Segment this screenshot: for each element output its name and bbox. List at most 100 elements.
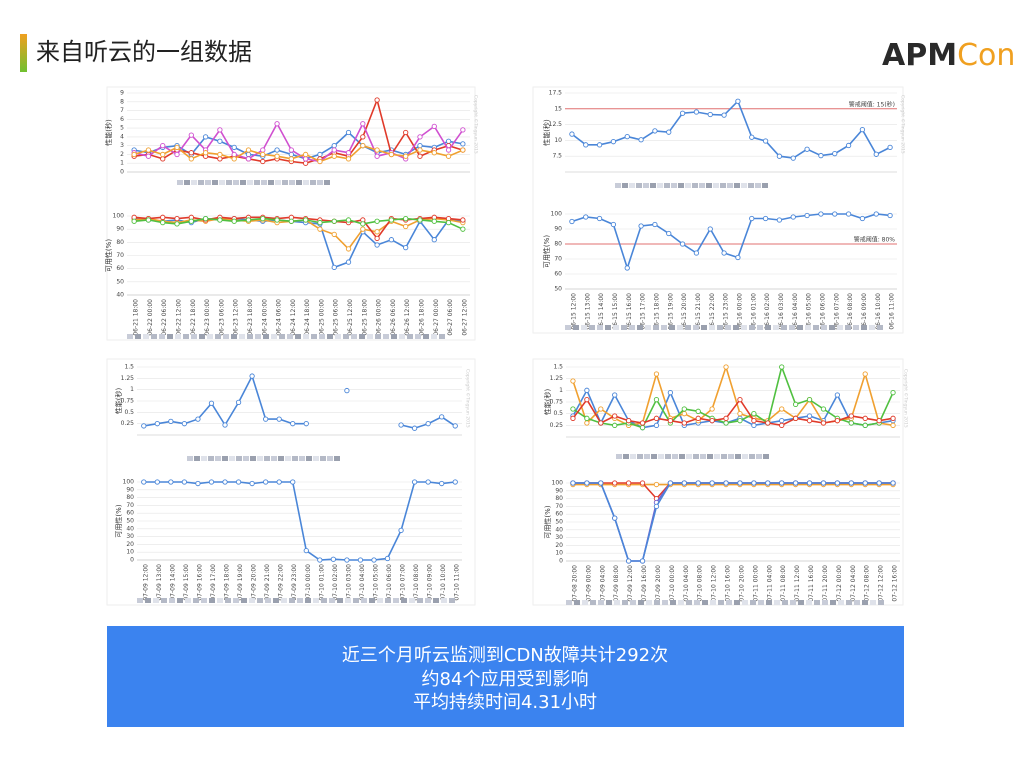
- point: [681, 480, 687, 486]
- point: [431, 123, 437, 130]
- point: [612, 413, 618, 419]
- point: [360, 134, 366, 140]
- legend-pixel: [417, 598, 423, 603]
- x-tick-label: 07-10 08:00: [413, 564, 420, 601]
- x-tick-label: 06-16 03:00: [778, 293, 785, 330]
- point: [818, 211, 824, 217]
- point: [709, 480, 715, 486]
- point: [188, 156, 194, 162]
- legend-blur: [565, 325, 883, 330]
- legend-pixel: [692, 183, 698, 188]
- legend-pixel: [699, 183, 705, 188]
- point: [818, 152, 824, 159]
- legend-pixel: [721, 454, 727, 459]
- point: [345, 156, 352, 162]
- legend-pixel: [622, 600, 628, 605]
- legend-pixel: [199, 334, 205, 339]
- legend-pixel: [854, 600, 860, 605]
- point: [873, 151, 879, 157]
- x-tick-label: 07-09 08:00: [613, 565, 620, 602]
- legend-pixel: [694, 600, 700, 605]
- legend-pixel: [806, 600, 812, 605]
- legend-pixel: [313, 598, 319, 603]
- point: [274, 217, 280, 223]
- legend-pixel: [798, 600, 804, 605]
- legend-pixel: [226, 180, 232, 185]
- y-tick-label: 1.25: [121, 375, 135, 382]
- x-tick-label: 07-09 23:00: [291, 564, 298, 601]
- legend-pixel: [247, 180, 253, 185]
- legend-pixel: [369, 598, 375, 603]
- point: [804, 212, 810, 219]
- legend-pixel: [717, 325, 723, 330]
- point: [584, 420, 590, 426]
- legend-pixel: [638, 600, 644, 605]
- x-tick-label: 06-25 18:00: [361, 299, 368, 336]
- x-tick-label: 07-09 22:00: [278, 564, 285, 601]
- point: [624, 133, 630, 140]
- point: [792, 480, 799, 486]
- point: [804, 146, 810, 152]
- point: [439, 414, 445, 420]
- x-tick-label: 06-16 00:00: [736, 293, 743, 330]
- point: [288, 147, 295, 153]
- legend-pixel: [409, 598, 415, 603]
- y-tick-label: 60: [116, 265, 124, 272]
- point: [160, 156, 166, 162]
- point: [262, 416, 269, 422]
- legend-pixel: [250, 456, 256, 461]
- legend-pixel: [292, 456, 298, 461]
- legend-pixel: [765, 325, 771, 330]
- legend-pixel: [263, 334, 269, 339]
- y-tick-label: 50: [555, 519, 563, 526]
- legend-pixel: [672, 454, 678, 459]
- x-tick-label: 07-10 07:00: [400, 564, 407, 601]
- legend-pixel: [236, 456, 242, 461]
- y-tick-label: 1: [130, 386, 134, 393]
- point: [834, 392, 841, 398]
- y-tick-label: 60: [555, 511, 563, 518]
- point: [721, 250, 727, 256]
- point: [425, 421, 431, 427]
- x-tick-label: 07-10 05:00: [372, 564, 379, 601]
- x-tick-label: 06-26 18:00: [418, 299, 425, 336]
- legend-pixel: [240, 180, 246, 185]
- point: [302, 151, 309, 158]
- legend-pixel: [175, 334, 181, 339]
- legend-pixel: [282, 180, 288, 185]
- x-tick-label: 06-25 06:00: [333, 299, 340, 336]
- point: [695, 480, 701, 486]
- point: [188, 132, 194, 138]
- x-tick-label: 07-10 00:00: [669, 565, 676, 602]
- point: [245, 147, 252, 153]
- point: [317, 151, 323, 158]
- legend-pixel: [215, 334, 221, 339]
- legend-pixel: [822, 600, 828, 605]
- legend-pixel: [231, 334, 237, 339]
- point: [403, 223, 409, 230]
- point: [806, 397, 813, 403]
- legend-pixel: [654, 600, 660, 605]
- point: [331, 147, 337, 153]
- legend-pixel: [268, 180, 274, 185]
- watermark: Copyright ©Tingyun 2015: [900, 95, 907, 154]
- point: [806, 418, 813, 424]
- point: [398, 527, 404, 534]
- legend-pixel: [653, 325, 659, 330]
- legend-pixel: [159, 334, 165, 339]
- point: [331, 153, 337, 159]
- legend-pixel: [295, 334, 301, 339]
- legend-pixel: [616, 454, 622, 459]
- point: [667, 418, 674, 424]
- x-tick-label: 07-10 20:00: [738, 565, 745, 602]
- point: [751, 480, 757, 486]
- point: [460, 127, 466, 133]
- point: [653, 397, 660, 403]
- legend-pixel: [303, 334, 309, 339]
- y-tick-label: 90: [555, 487, 563, 494]
- y-axis-label: 可用性(%): [104, 239, 113, 272]
- point: [290, 479, 296, 485]
- legend-pixel: [762, 183, 768, 188]
- point: [820, 406, 827, 412]
- threshold-label: 警戒阈值: 80%: [854, 236, 896, 244]
